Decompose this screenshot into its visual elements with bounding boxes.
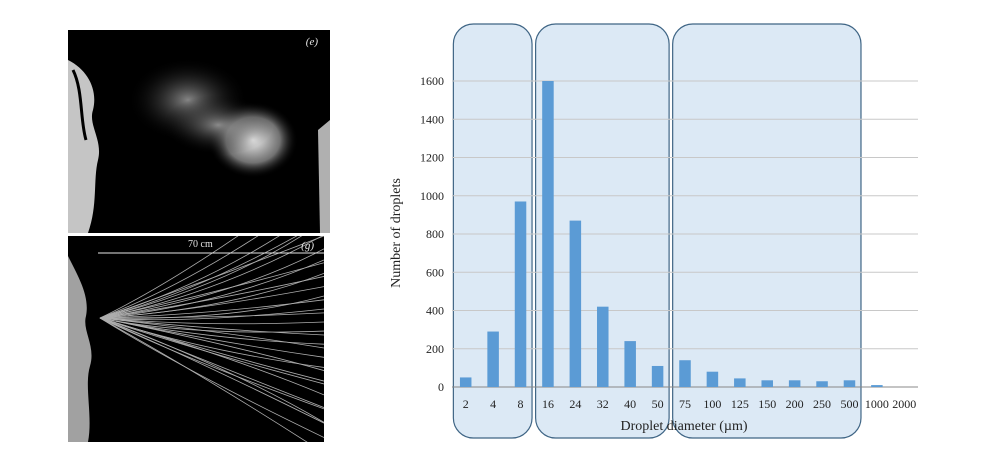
bar-1000 [871, 385, 883, 387]
y-tick-label: 600 [426, 265, 444, 279]
cough-cloud-image [68, 58, 330, 233]
photo-label-e: (e) [305, 36, 318, 48]
x-tick-label: 4 [490, 397, 496, 411]
spray-jets-image [68, 236, 324, 442]
x-tick-label: 2 [463, 397, 469, 411]
x-tick-label: 16 [542, 397, 554, 411]
y-tick-label: 400 [426, 304, 444, 318]
y-axis-label: Number of droplets [389, 178, 404, 288]
group-box-2 [535, 23, 670, 439]
x-tick-label: 24 [569, 397, 581, 411]
x-tick-label: 250 [813, 397, 831, 411]
bar-500 [843, 380, 856, 387]
bar-75 [679, 360, 691, 387]
x-ticks: 2 4 8 16 24 32 40 50 75 100 125 150 200 250 500 1000 200… [463, 397, 917, 411]
photo-label-g: (g) [301, 240, 314, 252]
bar-2 [459, 377, 472, 387]
scale-bar-label: 70 cm [188, 239, 213, 250]
x-tick-label: 500 [840, 397, 858, 411]
x-tick-label: 32 [597, 397, 609, 411]
bar-50 [651, 365, 664, 387]
y-tick-label: 1400 [420, 112, 444, 126]
bar-125 [734, 378, 746, 387]
x-tick-label: 1000 [865, 397, 889, 411]
y-tick-label: 1000 [420, 189, 444, 203]
y-tick-label: 200 [426, 342, 444, 356]
bar-150 [761, 380, 773, 387]
y-tick-label: 0 [438, 380, 444, 394]
bar-100 [706, 371, 719, 387]
bar-40 [624, 341, 636, 387]
photo-spray-jets: 70 cm (g) [68, 236, 324, 442]
x-tick-label: 100 [703, 397, 721, 411]
bar-16 [542, 81, 554, 387]
group-box-3 [672, 23, 862, 439]
y-ticks: 0 200 400 600 800 1000 1200 1400 1600 [420, 74, 444, 394]
x-tick-label: 125 [731, 397, 749, 411]
x-tick-label: 8 [518, 397, 524, 411]
y-tick-label: 800 [426, 227, 444, 241]
bar-250 [816, 381, 828, 387]
bar-200 [788, 380, 801, 387]
x-tick-label: 75 [679, 397, 691, 411]
x-tick-label: 40 [624, 397, 636, 411]
photo-cough-cloud: (e) [68, 30, 330, 233]
bar-32 [597, 306, 609, 387]
group-box-1 [452, 23, 533, 439]
x-tick-label: 50 [652, 397, 664, 411]
y-tick-label: 1200 [420, 151, 444, 165]
x-tick-label: 2000 [892, 397, 916, 411]
y-tick-label: 1600 [420, 74, 444, 88]
x-axis-label: Droplet diameter (µm) [620, 419, 747, 434]
group-boxes [452, 23, 862, 439]
bar-4 [487, 331, 499, 387]
bar-8 [514, 201, 527, 387]
x-tick-label: 200 [786, 397, 804, 411]
bar-24 [569, 220, 582, 387]
x-tick-label: 150 [758, 397, 776, 411]
bars [459, 81, 883, 387]
